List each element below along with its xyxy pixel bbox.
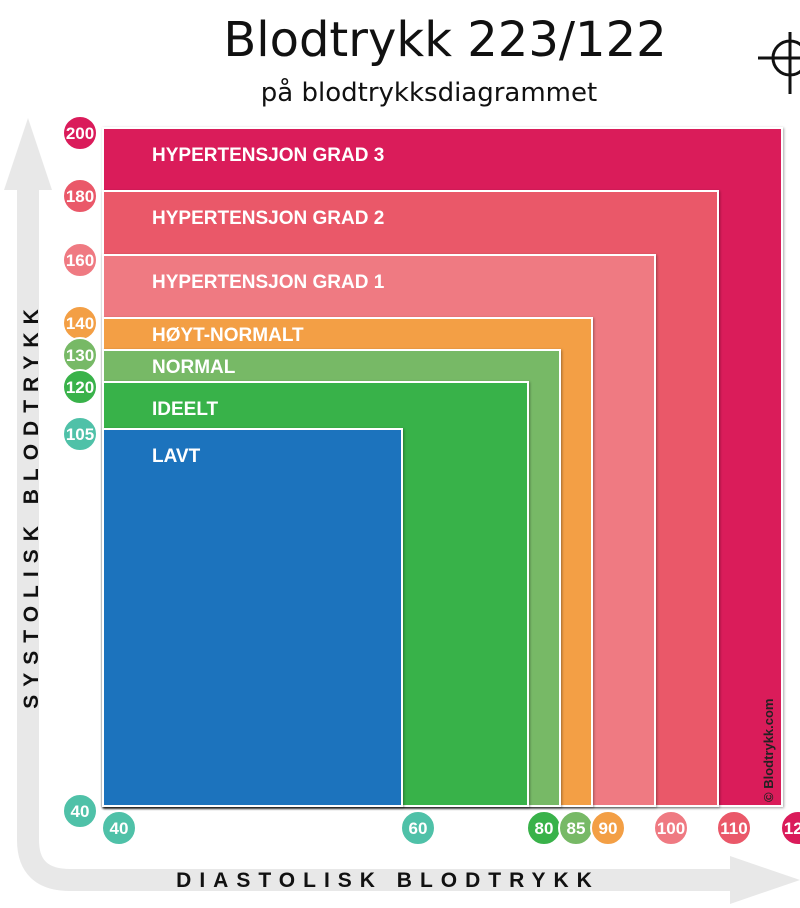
zone-label: HYPERTENSJON GRAD 1 — [152, 272, 385, 293]
x-tick-layer: 40 60 80 85 90 100 110 120 — [101, 810, 800, 846]
zone-layer: HYPERTENSJON GRAD 3 HYPERTENSJON GRAD 2 HY… — [102, 127, 783, 807]
x-tick-badge — [101, 810, 137, 846]
zone-lavt — [102, 428, 403, 807]
x-tick-label: 90 — [599, 819, 618, 838]
y-tick-badge — [62, 115, 98, 151]
x-tick-label: 100 — [657, 819, 685, 838]
copyright-text: © Blodtrykk.com — [761, 699, 776, 803]
x-axis-arrowhead — [730, 856, 800, 904]
y-tick-label: 130 — [66, 346, 94, 365]
y-axis-arrowhead — [4, 118, 52, 190]
crosshair-icon — [758, 32, 800, 94]
y-tick-badge — [62, 369, 98, 405]
x-tick-label: 110 — [720, 819, 747, 838]
zone-label: IDEELT — [152, 399, 219, 420]
x-tick-label: 85 — [567, 819, 586, 838]
y-tick-label: 105 — [66, 425, 94, 444]
y-tick-label: 140 — [66, 314, 94, 333]
y-tick-label: 120 — [66, 378, 94, 397]
x-tick-badge — [780, 810, 800, 846]
x-tick-label: 60 — [409, 819, 428, 838]
y-tick-label: 200 — [66, 124, 94, 143]
x-tick-badge — [653, 810, 689, 846]
x-tick-label: 120 — [784, 819, 800, 838]
x-tick-label: 80 — [535, 819, 554, 838]
y-tick-badge — [62, 242, 98, 278]
y-tick-layer: 200 180 160 140 130 120 105 40 — [62, 115, 98, 829]
zone-label: HYPERTENSJON GRAD 3 — [152, 145, 384, 166]
y-axis-title: SYSTOLISK BLODTRYKK — [20, 301, 43, 709]
x-axis-title: DIASTOLISK BLODTRYKK — [176, 869, 600, 892]
page-subtitle: på blodtrykksdiagrammet — [260, 78, 598, 108]
y-axis-arrow — [17, 180, 740, 891]
y-tick-label: 180 — [66, 187, 94, 206]
x-tick-label: 40 — [110, 819, 129, 838]
y-tick-label: 160 — [66, 251, 94, 270]
zone-label: HYPERTENSJON GRAD 2 — [152, 208, 384, 229]
zone-label: HØYT-NORMALT — [152, 325, 304, 346]
y-tick-badge — [62, 178, 98, 214]
zone-label: LAVT — [152, 446, 201, 467]
y-tick-label: 40 — [71, 802, 90, 821]
zone-label: NORMAL — [152, 357, 236, 378]
y-tick-badge — [62, 793, 98, 829]
y-tick-badge — [62, 416, 98, 452]
x-tick-badge — [716, 810, 752, 846]
x-tick-badge — [400, 810, 436, 846]
x-tick-badge — [590, 810, 626, 846]
axis-arrows — [4, 118, 800, 904]
page-title: Blodtrykk 223/122 — [223, 12, 667, 68]
